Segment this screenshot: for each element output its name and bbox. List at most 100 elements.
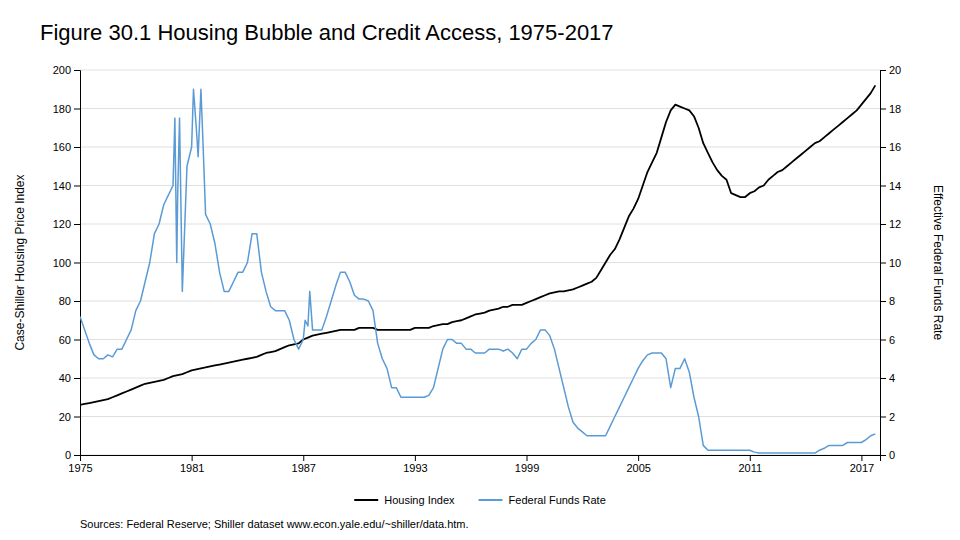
tick-mark (880, 224, 886, 225)
tick: 40 (59, 372, 80, 384)
tick-mark (303, 455, 304, 461)
tick-mark (750, 455, 751, 461)
tick-label: 6 (889, 334, 895, 346)
tick: 2005 (626, 455, 650, 474)
chart: 1975198119871993199920052011201702040608… (0, 0, 960, 540)
tick-label: 160 (53, 141, 71, 153)
grid-line (80, 301, 880, 302)
tick: 4 (880, 372, 895, 384)
tick-mark (74, 224, 80, 225)
tick-label: 14 (889, 180, 901, 192)
tick-label: 2011 (738, 462, 762, 474)
tick-label: 80 (59, 295, 71, 307)
tick-label: 18 (889, 103, 901, 115)
tick-label: 2017 (850, 462, 874, 474)
tick: 80 (59, 295, 80, 307)
tick-label: 1987 (292, 462, 316, 474)
tick-label: 20 (59, 411, 71, 423)
tick-mark (880, 340, 886, 341)
legend-swatch (354, 499, 378, 501)
tick-label: 180 (53, 103, 71, 115)
tick-mark (74, 147, 80, 148)
tick: 2 (880, 411, 895, 423)
grid-line (80, 378, 880, 379)
tick-label: 0 (889, 449, 895, 461)
tick: 0 (65, 449, 80, 461)
tick: 12 (880, 218, 901, 230)
legend-swatch (479, 499, 503, 501)
tick: 14 (880, 180, 901, 192)
grid-line (80, 185, 880, 186)
tick-mark (880, 417, 886, 418)
grid-line (80, 339, 880, 340)
tick: 140 (53, 180, 80, 192)
tick-mark (74, 109, 80, 110)
tick-label: 16 (889, 141, 901, 153)
tick: 200 (53, 64, 80, 76)
subtitle: Sources: Federal Reserve; Shiller datase… (80, 518, 469, 530)
tick-mark (880, 378, 886, 379)
tick-mark (74, 455, 80, 456)
tick: 60 (59, 334, 80, 346)
series-line (80, 89, 875, 453)
tick: 180 (53, 103, 80, 115)
tick: 20 (880, 64, 901, 76)
tick-mark (861, 455, 862, 461)
tick-mark (74, 417, 80, 418)
tick: 1993 (403, 455, 427, 474)
tick: 18 (880, 103, 901, 115)
tick-mark (74, 186, 80, 187)
tick-label: 1993 (403, 462, 427, 474)
tick-label: 140 (53, 180, 71, 192)
tick: 100 (53, 257, 80, 269)
tick-label: 2005 (626, 462, 650, 474)
x-axis: 1975 1981 1987 1993 1999 2005 2011 2017 (68, 455, 880, 474)
tick: 160 (53, 141, 80, 153)
title: Figure 30.1 Housing Bubble and Credit Ac… (40, 20, 614, 45)
tick-mark (880, 147, 886, 148)
legend-item: Federal Funds Rate (479, 494, 606, 506)
plot-area (80, 85, 875, 453)
tick-label: 1975 (68, 462, 92, 474)
tick-mark (638, 455, 639, 461)
tick-label: 8 (889, 295, 895, 307)
tick-mark (880, 186, 886, 187)
tick-mark (880, 455, 886, 456)
y2-axis-label: Effective Federal Funds Rate (931, 185, 945, 341)
tick-mark (74, 340, 80, 341)
legend-label: Federal Funds Rate (509, 494, 606, 506)
tick: 10 (880, 257, 901, 269)
grid-line (80, 416, 880, 417)
y-axis-label: Case-Shiller Housing Price Index (13, 174, 27, 350)
tick-label: 100 (53, 257, 71, 269)
tick-mark (415, 455, 416, 461)
tick-label: 2 (889, 411, 895, 423)
tick-mark (880, 263, 886, 264)
tick-mark (880, 70, 886, 71)
y-axis: 0 20 40 60 80 100 120 140 160 180 200 (53, 64, 81, 461)
tick: 2011 (738, 455, 762, 474)
tick-label: 4 (889, 372, 895, 384)
grid-line (80, 70, 880, 71)
tick-label: 1981 (180, 462, 204, 474)
tick: 20 (59, 411, 80, 423)
tick-label: 120 (53, 218, 71, 230)
tick-label: 1999 (515, 462, 539, 474)
tick-label: 20 (889, 64, 901, 76)
tick-mark (880, 109, 886, 110)
tick: 120 (53, 218, 80, 230)
grid-line (80, 147, 880, 148)
tick-mark (74, 263, 80, 264)
legend-item: Housing Index (354, 494, 455, 506)
tick-label: 40 (59, 372, 71, 384)
grid-line (80, 262, 880, 263)
tick-label: 10 (889, 257, 901, 269)
tick: 1975 (68, 455, 92, 474)
tick-mark (192, 455, 193, 461)
tick: 1999 (515, 455, 539, 474)
grid-line (80, 224, 880, 225)
legend-label: Housing Index (384, 494, 455, 506)
y2-axis-line (881, 71, 887, 456)
tick-mark (74, 70, 80, 71)
tick-label: 60 (59, 334, 71, 346)
